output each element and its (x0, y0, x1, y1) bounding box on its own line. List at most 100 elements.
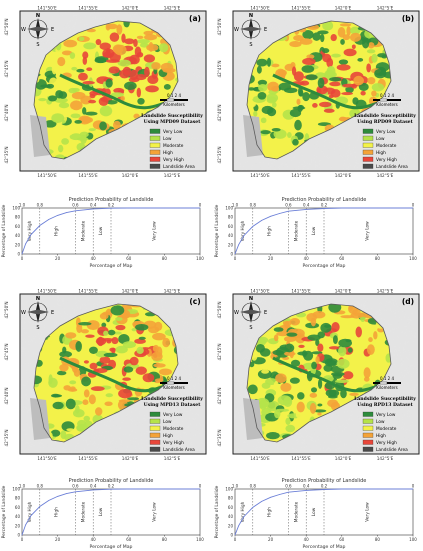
lat-tick: 42°40'N (4, 104, 9, 121)
lon-tick-bottom: 142°5'E (377, 456, 394, 461)
x-tick: 0 (234, 537, 237, 542)
curve-point (21, 253, 23, 255)
top-tick: 0.6 (285, 484, 292, 489)
x-tick: 40 (304, 256, 310, 261)
lat-tick: 42°45'N (217, 60, 222, 77)
legend-swatch (149, 418, 161, 424)
y-axis-label: Percentage of Landslide (1, 485, 7, 538)
zone-label: Moderate (80, 220, 86, 241)
scale-numbers: 0 1 2 4 (167, 93, 181, 98)
y-tick: 0 (230, 252, 233, 257)
lon-tick-top: 142°0'E (335, 6, 352, 11)
x-tick: 100 (196, 256, 204, 261)
curve-point (341, 207, 343, 209)
lon-tick-top: 142°0'E (335, 289, 352, 294)
legend-swatch (149, 142, 161, 148)
x-tick: 80 (375, 537, 381, 542)
compass-w: W (234, 27, 239, 33)
curve-point (234, 534, 236, 536)
curve-point (164, 488, 165, 490)
region-outline (246, 303, 392, 443)
curve-point (128, 488, 130, 490)
legend-swatch (362, 163, 374, 169)
legend-label: Landslide Area (376, 447, 408, 453)
lon-tick-bottom: 141°50'E (37, 173, 57, 178)
y-tick: 40 (228, 233, 234, 238)
lat-tick: 42°45'N (4, 343, 9, 360)
y-tick: 80 (228, 496, 234, 501)
x-tick: 0 (234, 256, 237, 261)
top-tick: 0.4 (303, 203, 310, 208)
region-outline (246, 20, 392, 160)
x-tick: 80 (162, 256, 168, 261)
x-tick: 20 (268, 256, 274, 261)
zone-label: Very High (27, 501, 33, 522)
top-tick: 0.6 (72, 484, 79, 489)
lat-tick: 42°50'N (217, 301, 222, 318)
y-tick: 20 (15, 242, 21, 247)
compass-s: S (249, 325, 252, 331)
curve-point (30, 234, 32, 236)
curve-point (412, 207, 414, 209)
legend-title-1: Landslide Susceptibility (141, 396, 203, 402)
lat-tick: 42°40'N (217, 387, 222, 404)
legend-swatch (362, 446, 374, 452)
legend-label: High (163, 433, 173, 439)
susceptibility-map-1: 141°50'E 141°50'E 141°55'E 141°55'E 142°0'E 1… (4, 6, 207, 178)
x-tick: 80 (162, 537, 168, 542)
plot-frame (234, 207, 414, 255)
top-tick: 0 (412, 203, 415, 208)
curve-point (238, 525, 239, 527)
y-tick: 40 (228, 514, 234, 519)
curve-point (305, 490, 307, 491)
legend-swatch (362, 135, 374, 141)
panel-letter: (b) (402, 14, 414, 23)
scale-unit: Kilometers (163, 385, 184, 390)
scale-bar: 0 1 2 4 Kilometers (160, 376, 188, 390)
legend-title-1: Landslide Susceptibility (354, 396, 416, 402)
top-axis-title: Prediction Probability of Landslide (282, 478, 367, 484)
y-axis-label: Percentage of Landslide (214, 204, 220, 257)
curve-point (128, 207, 130, 209)
lat-tick: 42°50'N (4, 301, 9, 318)
susceptibility-map-3: 141°50'E 141°50'E 141°55'E 141°55'E 142°0'E 1… (4, 289, 207, 461)
curve-point (25, 524, 26, 526)
scale-bar: 0 1 2 4 Kilometers (160, 93, 188, 107)
y-tick: 100 (225, 487, 233, 492)
curve-point (75, 491, 76, 493)
x-tick: 60 (126, 537, 132, 542)
compass-w: W (21, 310, 26, 316)
panel-letter: (a) (189, 14, 201, 23)
scale-numbers: 0 1 2 4 (380, 93, 394, 98)
legend-label: Very Low (163, 129, 183, 135)
curve-point (66, 212, 67, 213)
scale-unit: Kilometers (376, 385, 397, 390)
top-tick: 0.2 (321, 203, 328, 208)
top-axis-title: Prediction Probability of Landslide (282, 197, 367, 203)
lat-tick: 42°45'N (4, 60, 9, 77)
x-tick: 0 (21, 537, 24, 542)
lon-tick-bottom: 141°50'E (37, 456, 57, 461)
legend-swatch (149, 425, 161, 431)
lon-tick-bottom: 141°50'E (250, 173, 270, 178)
y-tick: 80 (15, 215, 21, 220)
lon-tick-top: 141°55'E (78, 6, 98, 11)
scale-unit: Kilometers (163, 102, 184, 107)
top-tick: 0.2 (108, 484, 115, 489)
legend-title-2: Using MPD13 Dataset (144, 402, 202, 408)
legend-label: Very Low (163, 412, 183, 418)
x-tick: 40 (304, 537, 310, 542)
x-tick: 20 (268, 537, 274, 542)
scale-bar: 0 1 2 4 Kilometers (373, 93, 401, 107)
lon-tick-bottom: 141°55'E (291, 173, 311, 178)
legend-swatch (362, 439, 374, 445)
legend-swatch (362, 432, 374, 438)
scale-unit: Kilometers (376, 102, 397, 107)
curve-point (288, 491, 289, 493)
y-tick: 40 (15, 514, 21, 519)
top-tick: 0 (199, 484, 202, 489)
top-tick: 0 (412, 484, 415, 489)
lat-tick: 42°50'N (4, 18, 9, 35)
curve-point (323, 489, 325, 490)
